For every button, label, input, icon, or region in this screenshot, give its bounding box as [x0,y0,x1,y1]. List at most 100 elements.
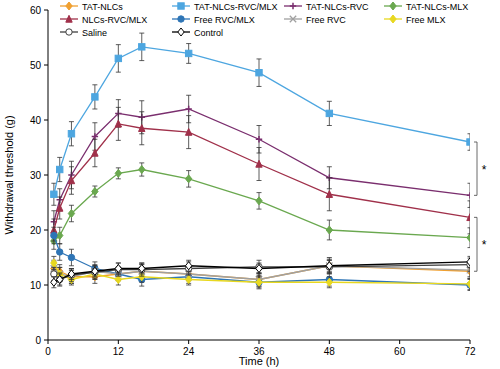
point [92,267,98,275]
y-tick [44,10,48,11]
point [115,55,121,61]
point [92,188,98,196]
error-bar [327,258,332,275]
x-tick [118,340,119,344]
point [139,125,145,132]
legend-marker [390,15,396,23]
error-bar [186,116,191,149]
error-bar [57,227,62,244]
series [51,256,470,287]
point [139,44,145,50]
legend-label: TAT-NLCs-RVC/MLX [194,2,278,12]
error-bar [257,263,262,274]
point [326,226,332,234]
legend-label: TAT-NLCs [82,2,123,12]
legend-label: NLCs-RVC/MLX [82,15,147,25]
x-tick-label: 12 [113,346,125,357]
point [185,262,191,270]
error-bar [327,220,332,240]
x-tick-label: 0 [45,346,51,357]
error-bar [139,112,144,145]
x-tick [329,340,330,344]
series [51,163,470,249]
legend-label: TAT-NLCs-RVC [306,2,369,12]
legend-marker [178,16,184,22]
point [185,128,191,135]
point [92,94,98,100]
error-bar [468,201,471,234]
x-tick [470,340,471,344]
error-bar [116,107,121,140]
x-tick-label: 24 [183,346,195,357]
point [185,50,191,56]
error-bar [69,122,74,146]
error-bar [92,186,97,197]
point [139,166,145,174]
legend-marker [290,3,296,9]
error-bar [257,277,262,288]
point [467,280,470,288]
y-tick-label: 30 [30,170,42,181]
point [256,278,262,286]
error-bar [468,256,471,267]
error-bar [57,273,62,286]
x-tick [399,340,400,344]
error-bar [92,139,97,167]
point [57,249,63,255]
point [326,262,332,270]
plot-area [51,33,470,290]
legend-marker [66,2,72,10]
point [185,276,191,284]
point [256,197,262,205]
legend: TAT-NLCsTAT-NLCs-RVC/MLXTAT-NLCs-RVCTAT-… [60,2,468,38]
error-bar [69,249,74,266]
point [326,110,332,116]
error-bar [69,269,74,282]
error-bar [139,263,144,274]
series [51,95,470,233]
x-tick-label: 60 [394,346,406,357]
point [185,175,191,183]
error-bar [327,260,332,271]
series [51,259,470,286]
point [115,120,121,127]
series-line [54,265,470,280]
point [256,160,262,167]
point [467,192,470,198]
error-bar [186,260,191,271]
error-bar [57,274,62,285]
error-bar [327,277,332,288]
x-tick [188,340,189,344]
point [57,276,63,284]
series-line [54,124,470,230]
error-bar [69,269,74,280]
point [256,265,262,273]
error-bar [139,263,144,276]
point [92,133,98,139]
point [467,139,470,145]
point [51,259,57,267]
point [68,254,74,260]
y-tick-label: 40 [30,115,42,126]
error-bar [92,265,97,278]
series-line [54,47,470,194]
legend-marker [290,16,296,22]
series-line [54,236,470,286]
error-bar [186,44,191,64]
error-bar [257,148,262,181]
bracket [474,142,477,195]
point [467,234,470,242]
error-bar [186,262,191,275]
y-tick-label: 60 [30,5,42,16]
series-line [54,262,470,282]
error-bar [327,101,332,125]
point [467,214,470,221]
y-tick [44,175,48,176]
legend-marker [178,3,184,9]
error-bar [257,59,262,86]
series [51,227,470,290]
series-line [54,263,470,284]
legend-label: Free MLX [406,15,446,25]
error-bar [69,167,74,195]
y-axis-label: Withdrawal threshold (g) [3,115,15,234]
